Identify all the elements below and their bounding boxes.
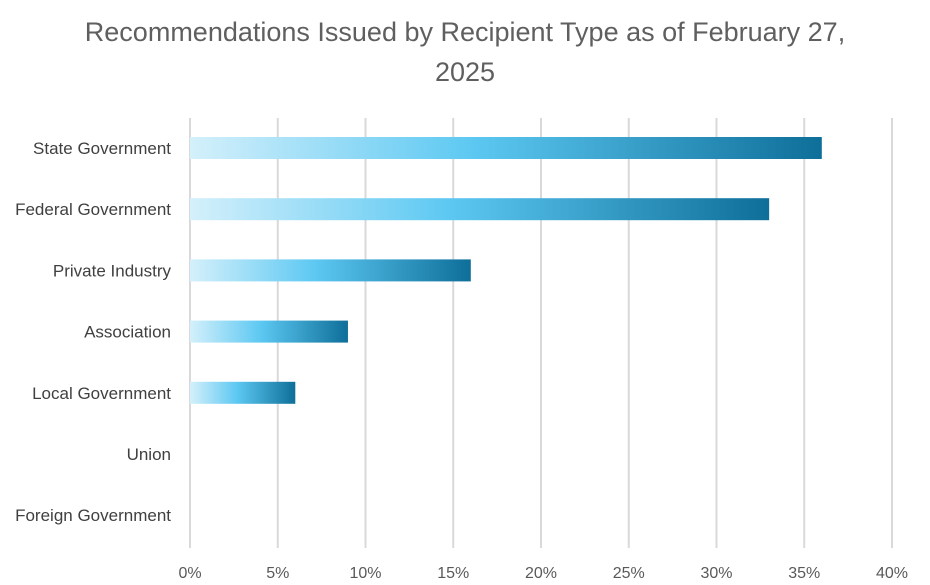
x-tick-label: 30%: [700, 565, 732, 582]
bar: [190, 259, 471, 282]
x-tick-label: 20%: [525, 565, 557, 582]
category-label: Federal Government: [15, 200, 171, 219]
chart-title: Recommendations Issued by Recipient Type…: [84, 17, 846, 87]
category-label: Foreign Government: [15, 506, 171, 525]
x-tick-label: 10%: [349, 565, 381, 582]
category-label: Private Industry: [53, 261, 172, 280]
bar: [190, 320, 348, 343]
category-label: State Government: [33, 139, 171, 158]
bar: [190, 198, 770, 221]
x-tick-label: 25%: [613, 565, 645, 582]
x-tick-label: 15%: [437, 565, 469, 582]
category-label: Local Government: [32, 384, 171, 403]
x-tick-label: 0%: [178, 565, 201, 582]
x-tick-label: 5%: [266, 565, 289, 582]
bars: [190, 137, 822, 404]
bar: [190, 137, 822, 159]
x-tick-label: 35%: [788, 565, 820, 582]
category-labels: State Government Federal Government Privat…: [15, 139, 171, 525]
category-label: Union: [127, 445, 171, 464]
x-tick-labels: 0% 5% 10% 15% 20% 25% 30% 35% 40%: [178, 565, 908, 582]
bar: [190, 381, 296, 404]
x-tick-label: 40%: [876, 565, 908, 582]
grid-lines: [189, 118, 893, 548]
category-label: Association: [84, 323, 171, 342]
